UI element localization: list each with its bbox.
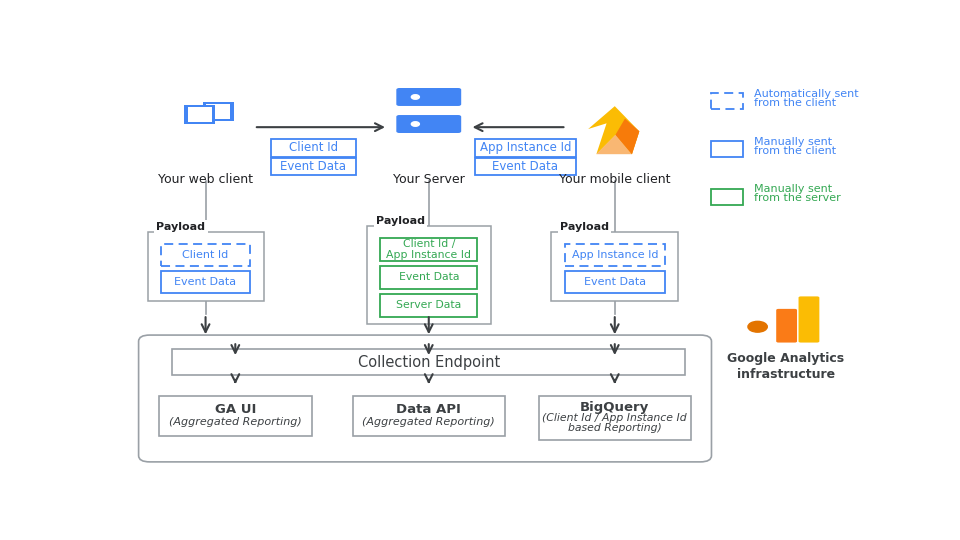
FancyBboxPatch shape xyxy=(711,93,743,109)
Text: (Aggregated Reporting): (Aggregated Reporting) xyxy=(169,417,301,427)
Text: Payload: Payload xyxy=(376,215,425,226)
FancyBboxPatch shape xyxy=(271,158,356,176)
Polygon shape xyxy=(588,106,639,154)
Text: Your Server: Your Server xyxy=(393,173,465,186)
Text: Event Data: Event Data xyxy=(398,272,459,282)
FancyBboxPatch shape xyxy=(475,158,576,176)
Text: based Reporting): based Reporting) xyxy=(568,423,661,433)
Text: App Instance Id: App Instance Id xyxy=(571,250,658,260)
FancyBboxPatch shape xyxy=(367,226,491,324)
FancyBboxPatch shape xyxy=(138,335,711,462)
Text: Client Id /
App Instance Id: Client Id / App Instance Id xyxy=(386,239,471,260)
FancyBboxPatch shape xyxy=(799,296,820,342)
Text: Client Id: Client Id xyxy=(289,141,338,154)
FancyBboxPatch shape xyxy=(564,271,665,293)
FancyBboxPatch shape xyxy=(564,245,665,266)
FancyBboxPatch shape xyxy=(475,139,576,157)
Text: Data API: Data API xyxy=(396,403,461,416)
FancyBboxPatch shape xyxy=(159,396,312,436)
FancyBboxPatch shape xyxy=(271,139,356,157)
Text: Event Data: Event Data xyxy=(492,160,559,173)
Text: (Aggregated Reporting): (Aggregated Reporting) xyxy=(362,417,495,427)
Text: Collection Endpoint: Collection Endpoint xyxy=(358,355,500,369)
FancyBboxPatch shape xyxy=(711,189,743,205)
Circle shape xyxy=(411,94,420,99)
FancyBboxPatch shape xyxy=(206,104,230,119)
Text: infrastructure: infrastructure xyxy=(737,368,835,381)
FancyBboxPatch shape xyxy=(551,232,679,301)
FancyBboxPatch shape xyxy=(539,396,691,440)
FancyBboxPatch shape xyxy=(711,141,743,157)
FancyBboxPatch shape xyxy=(380,238,477,261)
Text: from the client: from the client xyxy=(754,98,836,108)
Text: Client Id: Client Id xyxy=(182,250,228,260)
Text: GA UI: GA UI xyxy=(215,403,256,416)
FancyBboxPatch shape xyxy=(380,294,477,316)
Text: BigQuery: BigQuery xyxy=(580,401,649,414)
Text: Event Data: Event Data xyxy=(280,160,347,173)
Text: Payload: Payload xyxy=(156,222,205,232)
Text: Google Analytics: Google Analytics xyxy=(728,352,845,365)
FancyBboxPatch shape xyxy=(396,88,461,106)
FancyBboxPatch shape xyxy=(380,266,477,289)
Circle shape xyxy=(748,321,767,332)
FancyBboxPatch shape xyxy=(172,349,685,375)
Text: Your web client: Your web client xyxy=(158,173,253,186)
Text: Payload: Payload xyxy=(560,222,609,232)
Circle shape xyxy=(411,122,420,126)
FancyBboxPatch shape xyxy=(184,105,215,124)
Text: Automatically sent: Automatically sent xyxy=(754,89,858,99)
Text: Manually sent: Manually sent xyxy=(754,184,832,194)
FancyBboxPatch shape xyxy=(161,245,251,266)
FancyBboxPatch shape xyxy=(777,309,797,342)
FancyBboxPatch shape xyxy=(396,115,461,133)
Polygon shape xyxy=(615,119,639,154)
Text: App Instance Id: App Instance Id xyxy=(480,141,571,154)
Text: from the server: from the server xyxy=(754,193,841,204)
FancyBboxPatch shape xyxy=(188,107,212,122)
FancyBboxPatch shape xyxy=(161,271,251,293)
Polygon shape xyxy=(596,119,639,154)
Text: (Client Id / App Instance Id: (Client Id / App Instance Id xyxy=(542,413,687,423)
Text: Your mobile client: Your mobile client xyxy=(559,173,670,186)
Text: from the client: from the client xyxy=(754,146,836,156)
FancyBboxPatch shape xyxy=(148,232,264,301)
Text: Event Data: Event Data xyxy=(584,277,646,287)
FancyBboxPatch shape xyxy=(352,396,505,436)
Text: Server Data: Server Data xyxy=(396,300,462,310)
Text: Event Data: Event Data xyxy=(175,277,236,287)
Text: Manually sent: Manually sent xyxy=(754,137,832,146)
FancyBboxPatch shape xyxy=(203,102,234,120)
